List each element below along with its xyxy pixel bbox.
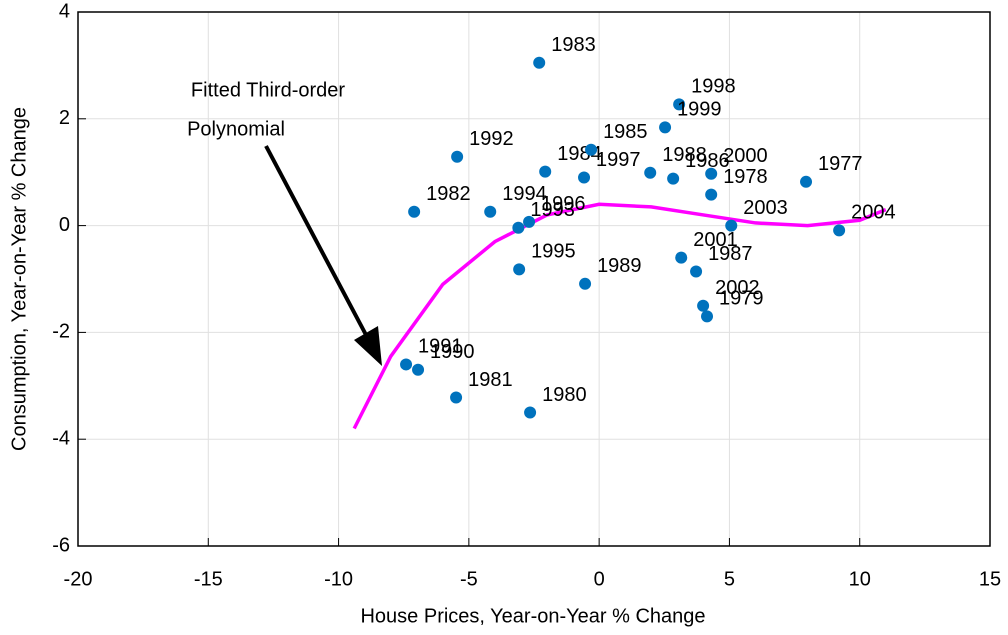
point-label: 1988: [662, 144, 707, 166]
data-point: [400, 358, 413, 371]
point-label: 1994: [502, 183, 547, 205]
annotation-arrow: [264, 145, 376, 351]
point-label: 1987: [708, 243, 753, 265]
data-point: [667, 172, 680, 185]
point-label: 1979: [719, 288, 764, 310]
data-point: [450, 391, 463, 404]
data-point: [523, 215, 536, 228]
point-label: 1998: [691, 76, 736, 98]
point-label: 1978: [723, 166, 768, 188]
point-label: 1995: [531, 241, 576, 263]
x-tick-label: 10: [849, 568, 871, 590]
y-tick-label: 4: [59, 0, 70, 22]
plot-area: -20 -15 -10 -5 0 5 10 15-6-4-202419771978197919…: [52, 0, 1001, 590]
data-point: [484, 205, 497, 218]
x-tick-label: -15: [194, 568, 223, 590]
fit-curve: [352, 202, 887, 430]
y-tick-label: -2: [52, 321, 70, 343]
data-point: [705, 188, 718, 201]
x-axis-label: House Prices, Year-on-Year % Change: [360, 605, 705, 627]
data-point: [533, 56, 546, 69]
data-point: [690, 265, 703, 278]
data-point: [412, 363, 425, 376]
point-label: 1985: [603, 121, 648, 143]
point-label: 1981: [468, 369, 512, 391]
x-tick-label: -10: [324, 568, 353, 590]
point-label: 2002: [715, 277, 760, 299]
point-label: 1997: [596, 149, 641, 171]
y-tick-label: -4: [52, 427, 70, 449]
data-point: [585, 143, 598, 156]
point-label: 1996: [541, 193, 586, 215]
x-tick-label: 0: [594, 568, 605, 590]
point-label: 1983: [551, 34, 596, 56]
data-point: [524, 406, 537, 419]
point-label: 1990: [430, 341, 475, 363]
data-point: [705, 167, 718, 180]
point-label: 1992: [469, 128, 514, 150]
point-label: 2003: [743, 197, 788, 219]
annotation: Fitted Third-order: [191, 79, 345, 101]
data-point: [800, 175, 813, 188]
point-label: 1989: [597, 255, 642, 277]
data-point: [725, 219, 738, 232]
data-point: [579, 277, 592, 290]
y-axis-label: Consumption, Year-on-Year % Change: [8, 107, 30, 451]
data-point: [512, 221, 525, 234]
data-point: [513, 263, 526, 276]
x-tick-label: 15: [979, 568, 1001, 590]
point-label: 2000: [723, 145, 768, 167]
point-label: 1991: [418, 336, 463, 358]
point-label: 1977: [818, 153, 863, 175]
point-label: 1993: [530, 199, 575, 221]
arrow-head: [354, 326, 382, 366]
point-label: 1980: [542, 384, 587, 406]
point-label: 1982: [426, 183, 471, 205]
y-tick-label: -6: [52, 534, 70, 556]
axes-box: [77, 11, 991, 547]
data-point: [697, 299, 710, 312]
data-point: [644, 166, 657, 179]
data-point: [673, 98, 686, 111]
data-point: [659, 121, 672, 134]
point-label: 1986: [685, 150, 730, 172]
data-point: [578, 171, 591, 184]
data-point: [408, 205, 421, 218]
data-point: [451, 150, 464, 163]
data-point: [675, 251, 688, 264]
annotation: Polynomial: [187, 118, 285, 140]
data-point: [539, 165, 552, 178]
point-label: 2004: [851, 202, 896, 224]
x-tick-label: -5: [460, 568, 478, 590]
point-label: 2001: [693, 229, 738, 251]
x-tick-label: 5: [724, 568, 735, 590]
y-tick-label: 2: [59, 107, 70, 129]
y-tick-label: 0: [59, 214, 70, 236]
data-point: [701, 310, 714, 323]
data-point: [833, 224, 846, 237]
x-tick-label: -20: [64, 568, 93, 590]
point-label: 1999: [677, 99, 722, 121]
